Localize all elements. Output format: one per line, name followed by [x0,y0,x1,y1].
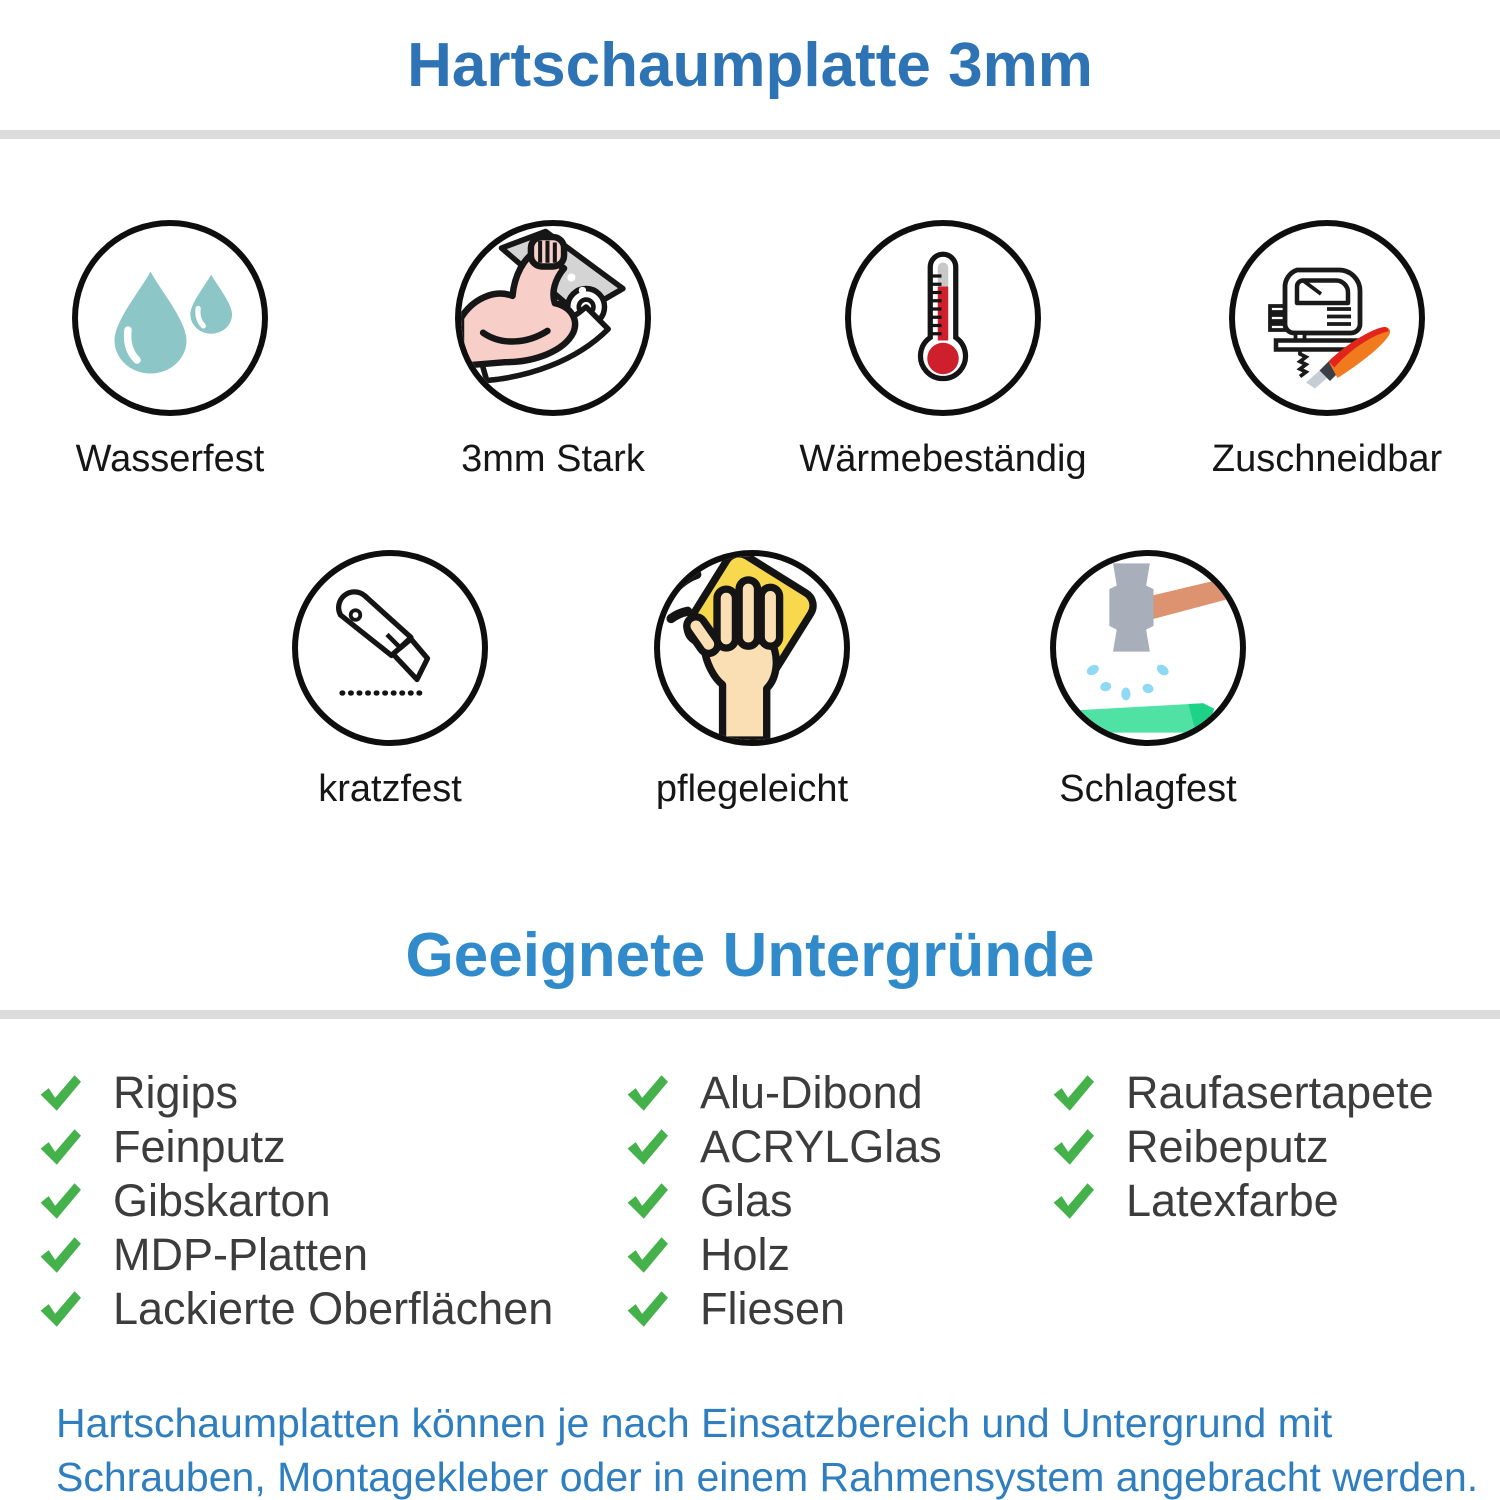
substrate-label: MDP-Platten [113,1229,369,1280]
substrate-label: Latexfarbe [1126,1175,1339,1226]
footer-note: Hartschaumplatten können je nach Einsatz… [56,1396,1478,1500]
substrate-column-3: Raufasertapete Reibeputz Latexfarbe [1048,1066,1434,1228]
substrate-label: Holz [700,1229,791,1280]
checkmark-icon [1053,1183,1094,1219]
list-item: Rigips [35,1066,553,1120]
divider-bottom [0,1010,1500,1019]
list-item: Glas [622,1174,942,1228]
list-item: Alu-Dibond [622,1066,942,1120]
checkmark-icon [627,1075,668,1111]
checkmark-icon [40,1183,81,1219]
feature-label: kratzfest [318,768,462,810]
substrate-label: Feinputz [113,1121,286,1172]
feature-label: Wärmebeständig [799,438,1087,480]
checkmark-icon [1053,1129,1094,1165]
list-item: Lackierte Oberflächen [35,1282,553,1336]
footer-line: Schrauben, Montagekleber oder in einem R… [56,1454,1479,1500]
feature-zuschneidbar: Zuschneidbar [1177,220,1477,481]
feature-label: 3mm Stark [461,438,645,480]
substrate-label: Lackierte Oberflächen [113,1283,554,1334]
checkmark-icon [627,1237,668,1273]
section-title: Geeignete Untergründe [405,921,1095,990]
list-item: Holz [622,1228,942,1282]
substrate-label: Raufasertapete [1126,1067,1434,1118]
feature-label: pflegeleicht [655,768,849,810]
checkmark-icon [40,1075,81,1111]
feature-wasserfest: Wasserfest [20,220,320,481]
jigsaw-cutter-icon [1229,220,1425,416]
divider-top [0,130,1500,139]
list-item: Latexfarbe [1048,1174,1434,1228]
list-item: MDP-Platten [35,1228,553,1282]
substrate-label: Gibskarton [113,1175,331,1226]
list-item: Reibeputz [1048,1120,1434,1174]
checkmark-icon [40,1129,81,1165]
substrate-column-1: Rigips Feinputz Gibskarton MDP-Platten L… [35,1066,553,1336]
list-item: Feinputz [35,1120,553,1174]
substrate-label: Reibeputz [1126,1121,1329,1172]
wiping-hand-icon [654,550,850,746]
feature-pflegeleicht: pflegeleicht [602,550,902,811]
muscle-arm-icon [455,220,651,416]
substrate-label: ACRYLGlas [700,1121,942,1172]
feature-3mm-stark: 3mm Stark [403,220,703,481]
feature-label: Zuschneidbar [1211,438,1443,480]
feature-kratzfest: kratzfest [240,550,540,811]
checkmark-icon [627,1129,668,1165]
feature-schlagfest: Schlagfest [998,550,1298,811]
thermometer-icon [845,220,1041,416]
utility-knife-icon [292,550,488,746]
water-drops-icon [72,220,268,416]
substrate-label: Rigips [113,1067,239,1118]
list-item: Gibskarton [35,1174,553,1228]
substrate-label: Alu-Dibond [700,1067,923,1118]
feature-waermebestaendig: Wärmebeständig [793,220,1093,481]
list-item: Raufasertapete [1048,1066,1434,1120]
checkmark-icon [627,1183,668,1219]
feature-label: Schlagfest [1059,768,1237,810]
checkmark-icon [627,1291,668,1327]
substrate-column-2: Alu-Dibond ACRYLGlas Glas Holz Fliesen [622,1066,942,1336]
checkmark-icon [1053,1075,1094,1111]
substrate-label: Fliesen [700,1283,846,1334]
checkmark-icon [40,1237,81,1273]
hammer-impact-icon [1050,550,1246,746]
page-title: Hartschaumplatte 3mm [407,31,1093,100]
list-item: Fliesen [622,1282,942,1336]
feature-label: Wasserfest [75,438,265,480]
substrate-label: Glas [700,1175,793,1226]
list-item: ACRYLGlas [622,1120,942,1174]
checkmark-icon [40,1291,81,1327]
footer-line: Hartschaumplatten können je nach Einsatz… [56,1400,1333,1446]
